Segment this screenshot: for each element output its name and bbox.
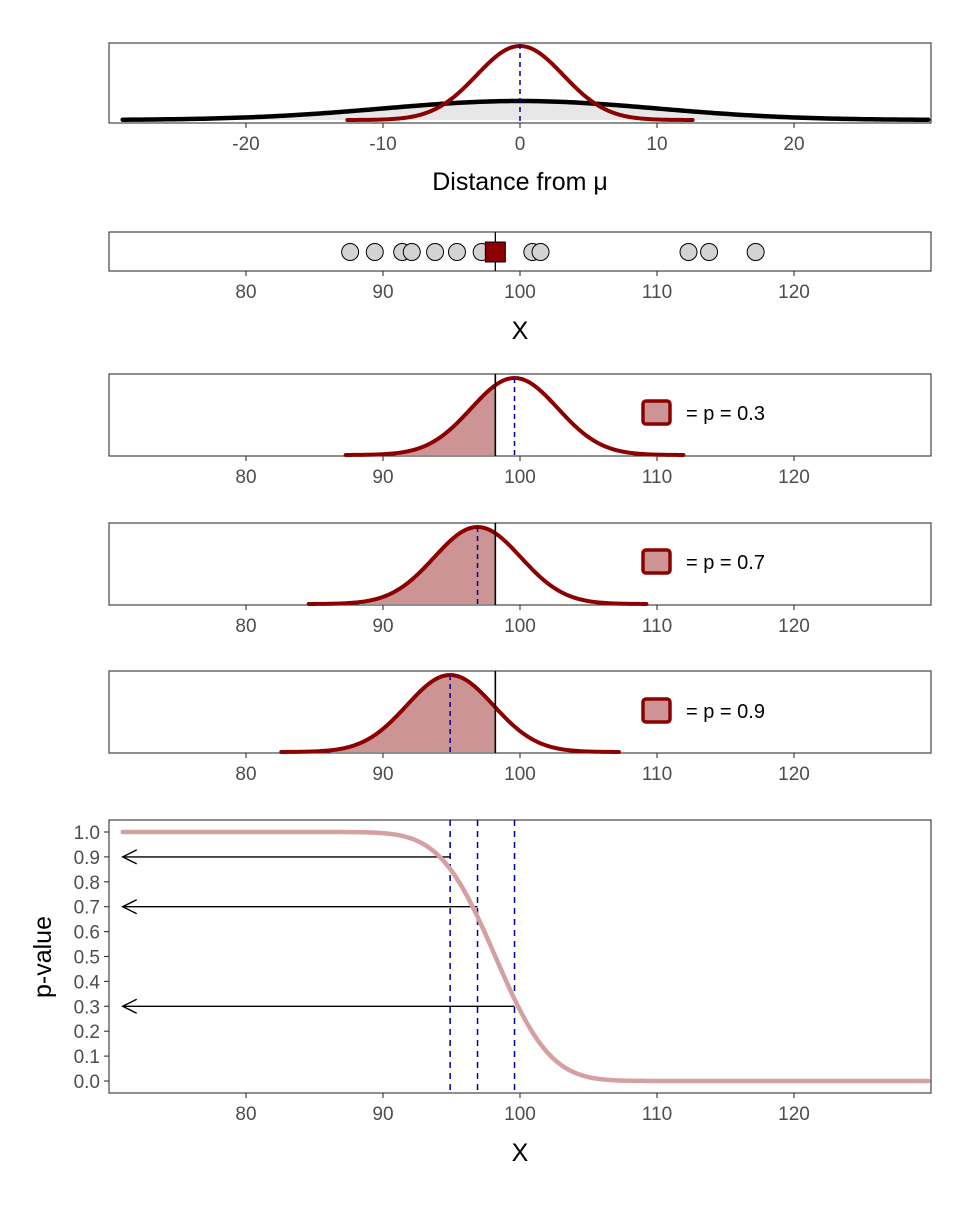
legend-key-swatch <box>641 697 672 724</box>
sample-point <box>365 243 384 261</box>
panel-mu-97-legend: = p = 0.7 <box>641 548 765 575</box>
legend-label: = p = 0.3 <box>686 403 765 425</box>
sample-point <box>341 243 360 261</box>
panel-distance-tick-label: -10 <box>369 134 396 155</box>
panel-p-value-tick-label: 120 <box>778 1104 810 1125</box>
panel-p-value-ytick-label: 0.3 <box>74 997 100 1018</box>
panel-p-value-ytick-label: 0.1 <box>74 1047 100 1068</box>
panel-distance-tick-label: 10 <box>646 134 667 155</box>
sample-point <box>447 243 466 261</box>
panel-mu-95: 80 90 100 110 120 = p = 0.9 <box>108 670 932 785</box>
panel-mu-100-legend: = p = 0.3 <box>641 399 765 426</box>
panel-mu-97-frame <box>108 522 932 606</box>
panel-mu-100-shaded-area <box>345 385 496 455</box>
panel-p-value-ytick-label: 0.9 <box>74 848 100 869</box>
panel-sample-tick-label: 110 <box>642 282 672 303</box>
legend-key-swatch <box>641 548 672 575</box>
panel-sample-tick-label: 100 <box>504 282 536 303</box>
panel-p-value-tick-label: 100 <box>504 1104 536 1125</box>
panel-sample-tick-label: 90 <box>372 282 393 303</box>
panel-mu-95-tick-label: 120 <box>778 764 810 785</box>
sample-point <box>679 243 698 261</box>
panel-p-value-tick-label: 90 <box>372 1104 393 1125</box>
panel-mu-97-shaded-area <box>308 527 496 604</box>
panel-mu-100-tick-label: 90 <box>372 467 393 488</box>
panel-mu-100-tick-label: 110 <box>642 467 672 488</box>
p-value-arrowhead <box>121 998 138 1014</box>
panel-sample-tick-label: 120 <box>778 282 810 303</box>
panel-p-value-ytick-label: 0.2 <box>74 1022 100 1043</box>
sample-point <box>531 243 550 261</box>
panel-distance-xlabel: Distance from μ <box>432 168 608 196</box>
panel-distance-tick-label: 20 <box>783 134 804 155</box>
panel-mu-100-tick-label: 100 <box>504 467 536 488</box>
panel-mu-95-tick-label: 80 <box>235 764 256 785</box>
panel-p-value-ytick-label: 0.5 <box>74 948 100 969</box>
p-value-curve <box>120 829 931 1084</box>
sample-point <box>426 243 445 261</box>
panel-mu-100-tick-label: 120 <box>778 467 810 488</box>
legend-label: = p = 0.9 <box>686 701 765 723</box>
panel-distance: -20 -10 0 10 20 Distance from μ <box>108 42 932 196</box>
panel-mu-97: 80 90 100 110 120 = p = 0.7 <box>108 522 932 637</box>
legend-label: = p = 0.7 <box>686 552 765 574</box>
panel-mu-95-shaded-area <box>281 675 496 752</box>
panel-mu-97-tick-label: 90 <box>372 616 393 637</box>
panel-p-value-ylabel: p-value <box>29 916 57 998</box>
sample-mean-marker <box>484 241 506 263</box>
panel-p-value: 80 90 100 110 120 0.0 0.1 0.2 0.3 0.4 0.5 0.6 0.7 0.… <box>29 819 932 1167</box>
panel-sample-tick-label: 80 <box>235 282 256 303</box>
panel-mu-97-tick-label: 80 <box>235 616 256 637</box>
sample-point <box>700 243 719 261</box>
panel-p-value-ytick-label: 0.7 <box>74 898 100 919</box>
panel-p-value-tick-label: 80 <box>235 1104 256 1125</box>
panel-p-value-frame <box>108 819 932 1094</box>
panel-mu-95-legend: = p = 0.9 <box>641 697 765 724</box>
population-curve <box>120 98 931 123</box>
panel-distance-tick-label: 0 <box>515 134 526 155</box>
sample-point <box>402 243 421 261</box>
p-value-arrowhead <box>121 849 138 865</box>
panel-sample-frame <box>108 231 932 272</box>
sample-point <box>746 243 765 261</box>
panel-mu-97-tick-label: 100 <box>504 616 536 637</box>
panel-mu-95-tick-label: 90 <box>372 764 393 785</box>
panel-mu-95-frame <box>108 670 932 754</box>
panel-p-value-xlabel: X <box>512 1139 529 1167</box>
panel-p-value-ytick-label: 0.8 <box>74 873 100 894</box>
panel-sample-xlabel: X <box>512 317 529 345</box>
panel-mu-100: 80 90 100 110 120 = p = 0.3 <box>108 373 932 488</box>
panel-p-value-ytick-label: 1.0 <box>74 823 100 844</box>
panel-mu-97-tick-label: 110 <box>642 616 672 637</box>
panel-sample: 80 90 100 110 120 X <box>108 231 932 345</box>
panel-p-value-tick-label: 110 <box>642 1104 672 1125</box>
panel-mu-95-tick-label: 100 <box>504 764 536 785</box>
panel-mu-95-tick-label: 110 <box>642 764 672 785</box>
panel-distance-tick-label: -20 <box>232 134 259 155</box>
panel-mu-97-tick-label: 120 <box>778 616 810 637</box>
legend-key-swatch <box>641 399 672 426</box>
panel-p-value-ytick-label: 0.4 <box>74 972 101 993</box>
p-value-arrowhead <box>121 899 138 915</box>
panel-mu-100-tick-label: 80 <box>235 467 256 488</box>
panel-mu-100-frame <box>108 373 932 457</box>
panel-p-value-ytick-label: 0.0 <box>74 1072 100 1093</box>
panel-p-value-ytick-label: 0.6 <box>74 923 100 944</box>
